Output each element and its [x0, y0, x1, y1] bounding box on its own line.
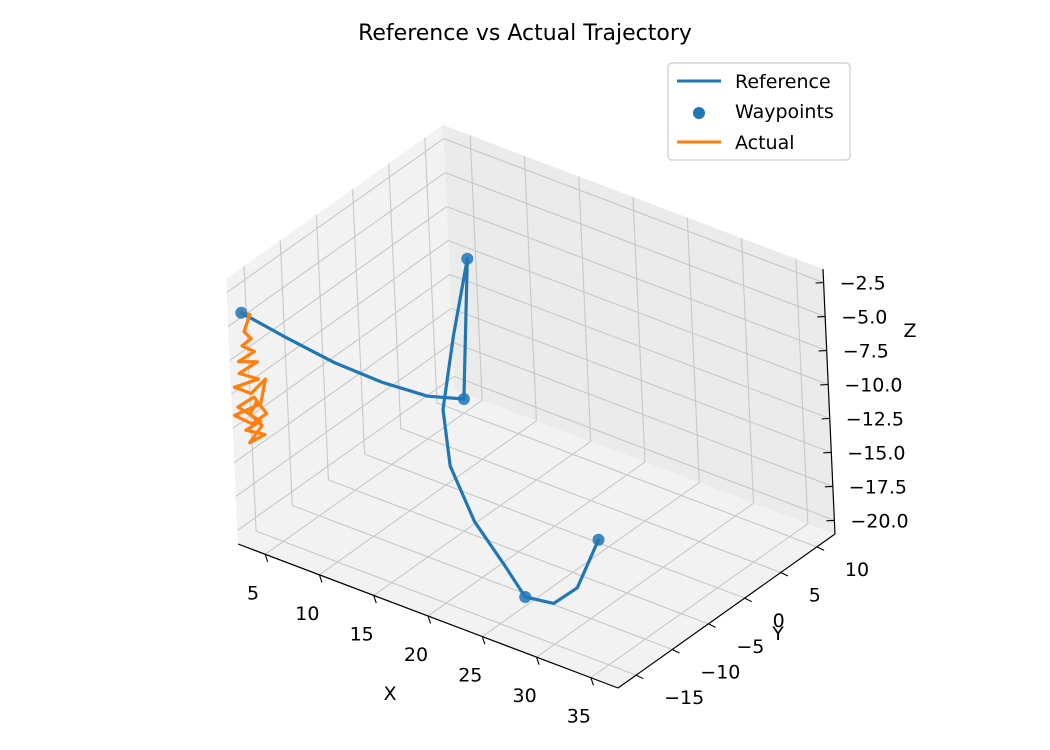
y-tick-label: −5 — [736, 636, 764, 658]
legend-label-actual: Actual — [735, 132, 795, 154]
grid-line-y-floor — [255, 530, 637, 676]
y-tick-label: −15 — [664, 687, 704, 709]
waypoint-marker-1 — [235, 306, 248, 319]
grid-line-y-left — [352, 189, 366, 455]
grid-line-x-back — [795, 258, 809, 524]
grid-line-z-left — [233, 308, 452, 463]
waypoint-marker-5 — [592, 533, 605, 546]
x-tick-label: 35 — [567, 706, 591, 728]
grid-line-z-back — [444, 172, 826, 318]
grid-line-y-floor — [292, 504, 673, 651]
legend-frame — [667, 62, 851, 161]
legend-label-reference: Reference — [735, 71, 831, 93]
tick-mark — [816, 546, 825, 551]
grid-line-z-back — [443, 138, 824, 284]
grid-line-y-floor — [436, 402, 818, 548]
x-tick-label: 15 — [350, 623, 374, 645]
z-tick-label: −5.0 — [841, 307, 887, 329]
z-axis-label: Z — [903, 320, 916, 342]
grid-line-z-left — [229, 206, 448, 361]
grid-line-z-back — [452, 341, 834, 487]
grid-line-x-floor — [319, 420, 537, 576]
chart-title: Reference vs Actual Trajectory — [358, 21, 692, 46]
series-line-actual — [232, 311, 269, 445]
x-tick-label: 25 — [458, 665, 482, 687]
grid-line-z-left — [237, 375, 455, 531]
grid-line-x-floor — [590, 523, 809, 679]
z-tick-label: −15.0 — [847, 443, 905, 465]
x-tick-label: 5 — [247, 582, 259, 604]
grid-line-z-left — [230, 240, 449, 395]
grid-line-y-floor — [328, 479, 709, 625]
left-pane — [226, 125, 455, 544]
x-tick-label: 30 — [513, 685, 537, 707]
x-axis-label: X — [383, 683, 396, 705]
series-line-reference — [239, 257, 601, 605]
waypoint-marker-3 — [457, 393, 470, 405]
z-tick-label: −17.5 — [849, 476, 907, 498]
x-tick-label: 10 — [295, 603, 319, 625]
grid-line-x-back — [741, 238, 755, 504]
grid-line-z-back — [449, 273, 830, 420]
grid-line-x-floor — [427, 461, 646, 617]
y-tick-label: 5 — [809, 585, 821, 607]
y-tick-label: −10 — [700, 662, 740, 684]
tick-mark — [373, 595, 377, 604]
waypoint-marker-4 — [519, 591, 532, 603]
grid-line-x-floor — [536, 502, 754, 658]
grid-line-x-back — [686, 217, 700, 483]
tick-mark — [536, 656, 540, 665]
grid-line-z-back — [446, 206, 827, 352]
grid-line-x-floor — [373, 440, 592, 596]
grid-line-z-back — [451, 307, 832, 453]
grid-line-y-floor — [364, 453, 745, 599]
tick-mark — [672, 649, 680, 654]
grid-line-x-back — [523, 155, 537, 421]
grid-line-y-left — [388, 163, 402, 429]
tick-mark — [635, 674, 644, 680]
grid-line-z-left — [227, 172, 446, 328]
y-axis-label: Y — [771, 623, 784, 645]
y-axis-line — [617, 533, 836, 689]
y-tick-label: 10 — [845, 559, 869, 581]
tick-mark — [780, 572, 789, 577]
grid-line-y-left — [279, 240, 293, 506]
tick-labels: 5 10 15 20 25 30 35 −15 −10 −5 0 5 10 −20.0 −17.5 −15.0… — [247, 273, 909, 728]
waypoint-marker-2 — [461, 252, 474, 265]
legend-swatch-waypoints — [693, 107, 705, 119]
grid-line-x-back — [469, 135, 483, 401]
series-layer — [232, 252, 605, 605]
tick-mark — [744, 597, 753, 603]
grid-lines — [226, 135, 835, 679]
y-tick-label: 0 — [773, 610, 785, 632]
grid-line-y-floor — [400, 427, 781, 574]
tick-mark — [708, 623, 716, 628]
z-tick-label: −10.0 — [844, 375, 902, 397]
tick-mark — [590, 677, 594, 686]
grid-line-z-left — [232, 274, 451, 429]
z-axis-line — [822, 268, 836, 535]
z-tick-label: −20.0 — [850, 510, 908, 532]
tick-mark — [481, 636, 486, 645]
grid-line-z-back — [448, 239, 829, 386]
tick-mark — [318, 574, 323, 583]
grid-line-y-left — [315, 214, 329, 480]
z-tick-label: −7.5 — [843, 341, 889, 363]
grid-line-x-back — [578, 176, 592, 442]
grid-line-y-left — [424, 137, 438, 403]
grid-line-z-left — [235, 341, 454, 497]
x-tick-label: 20 — [404, 644, 428, 666]
grid-line-z-left — [226, 138, 444, 294]
tick-mark — [264, 554, 269, 563]
legend-label-waypoints: Waypoints — [735, 101, 834, 123]
legend: Reference Waypoints Actual — [667, 62, 851, 161]
z-tick-label: −2.5 — [840, 273, 886, 295]
grid-line-x-back — [632, 196, 646, 463]
grid-line-z-back — [454, 375, 835, 521]
z-tick-label: −12.5 — [846, 409, 904, 431]
tick-mark — [427, 615, 432, 624]
